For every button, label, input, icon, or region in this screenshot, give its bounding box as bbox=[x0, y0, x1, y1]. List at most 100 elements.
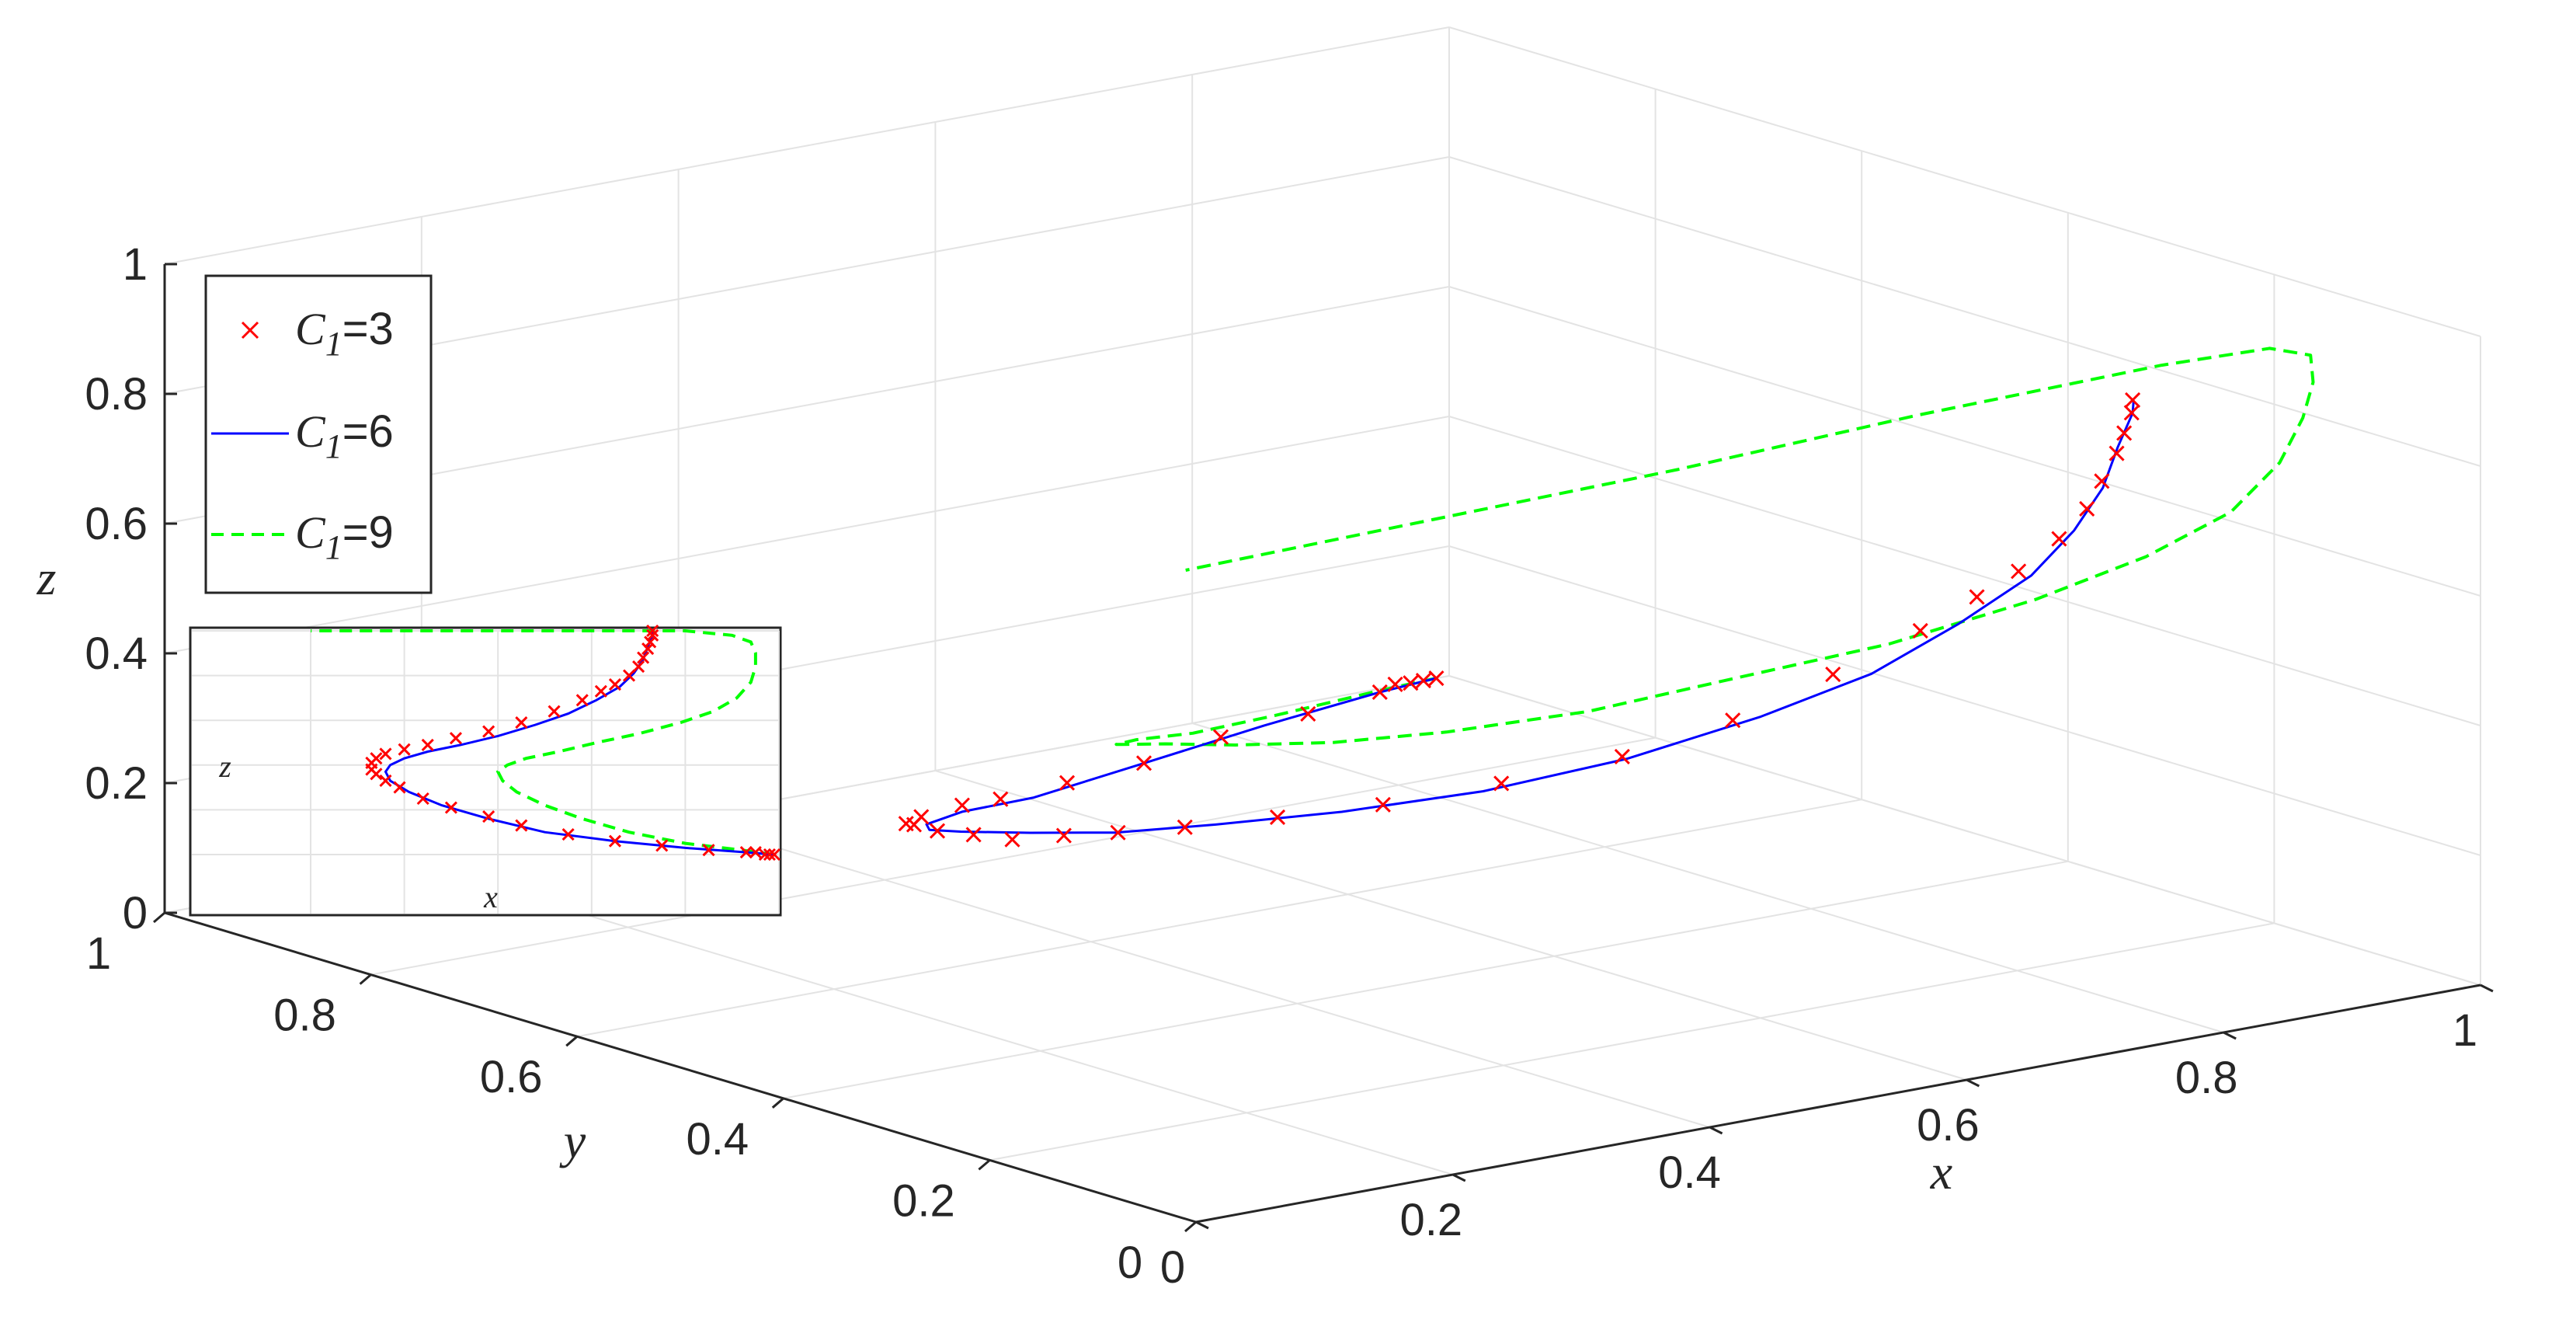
floor-grid-line-y bbox=[577, 799, 1862, 1038]
series-marker-c1-3 bbox=[2079, 500, 2095, 517]
z-axis-label: z bbox=[37, 550, 57, 605]
x-tick-mark bbox=[1195, 1220, 1209, 1230]
series-marker-c1-3 bbox=[1387, 676, 1403, 692]
side-wall-grid-line-z bbox=[1448, 26, 2481, 337]
z-tick-label: 1 bbox=[123, 239, 148, 290]
inset-series-marker-c1-3 bbox=[548, 705, 561, 718]
series-marker-c1-3 bbox=[1135, 755, 1152, 771]
z-tick-label: 0.2 bbox=[85, 758, 148, 809]
series-marker-c1-3 bbox=[1415, 673, 1431, 689]
y-tick-mark bbox=[359, 973, 372, 985]
floor-grid-line-y bbox=[989, 922, 2275, 1161]
floor-grid-line-x bbox=[935, 770, 1967, 1081]
inset-series-marker-c1-3 bbox=[515, 819, 528, 832]
inset-series-line-c1-9 bbox=[311, 629, 775, 856]
inset-series-marker-c1-3 bbox=[416, 792, 429, 806]
inset-plot: x z bbox=[189, 624, 782, 917]
inset-series-marker-c1-3 bbox=[641, 642, 655, 656]
y-tick-mark bbox=[565, 1036, 579, 1047]
x-tick-mark bbox=[1452, 1173, 1466, 1182]
series-line-c1-6 bbox=[925, 400, 2135, 834]
inset-series-marker-c1-3 bbox=[758, 848, 771, 862]
x-axis-line bbox=[1195, 984, 2481, 1224]
y-tick-label: 0.6 bbox=[480, 1052, 543, 1102]
series-marker-c1-3 bbox=[1403, 675, 1419, 691]
y-tick-label: 0.8 bbox=[273, 991, 336, 1041]
series-marker-c1-3 bbox=[1300, 705, 1316, 722]
ticks-layer: 0000.20.20.20.40.40.40.60.60.60.80.80.81… bbox=[85, 239, 2494, 1293]
inset-series-marker-c1-3 bbox=[608, 834, 622, 848]
inset-series-marker-c1-3 bbox=[622, 669, 636, 682]
floor-grid-line-y bbox=[370, 736, 1656, 976]
series-marker-c1-3 bbox=[2094, 473, 2110, 489]
z-tick-label: 0.6 bbox=[85, 499, 148, 549]
z-tick-label: 0.8 bbox=[85, 369, 148, 420]
grid-layer bbox=[164, 26, 2481, 1223]
y-tick-label: 1 bbox=[86, 928, 111, 979]
inset-series-marker-c1-3 bbox=[482, 809, 495, 823]
series-marker-c1-3 bbox=[1371, 684, 1388, 701]
inset-series bbox=[311, 624, 781, 862]
legend-label-c1-3: C1=3 bbox=[295, 304, 394, 363]
inset-series-marker-c1-3 bbox=[379, 774, 392, 788]
side-wall-grid-line-z bbox=[1448, 545, 2481, 856]
legend: C1=3 C1=6 C1=9 bbox=[204, 274, 433, 594]
series-marker-c1-3 bbox=[1912, 622, 1928, 639]
inset-series-marker-c1-3 bbox=[739, 846, 753, 859]
series-line-c1-9 bbox=[1114, 346, 2315, 747]
y-axis-label: y bbox=[559, 1113, 586, 1168]
inset-series-marker-c1-3 bbox=[449, 732, 462, 745]
series-marker-c1-3 bbox=[1059, 775, 1076, 791]
floor-grid-line-y bbox=[783, 860, 2068, 1099]
x-tick-mark bbox=[2480, 984, 2494, 993]
x-axis-label: x bbox=[1930, 1144, 1952, 1199]
back-wall-grid-line-z bbox=[164, 26, 1450, 265]
series-marker-c1-3 bbox=[2116, 425, 2133, 441]
x-tick-label: 0.4 bbox=[1658, 1147, 1721, 1198]
y-axis-line bbox=[164, 911, 1197, 1224]
x-tick-label: 0 bbox=[1160, 1242, 1185, 1293]
side-wall-grid-line-z bbox=[1448, 675, 2481, 986]
inset-series-marker-c1-3 bbox=[379, 747, 392, 761]
inset-series-marker-c1-3 bbox=[608, 678, 622, 691]
inset-grid bbox=[192, 630, 780, 914]
series-marker-c1-3 bbox=[965, 827, 982, 843]
series-marker-c1-3 bbox=[2125, 392, 2141, 409]
inset-series-marker-c1-3 bbox=[767, 848, 781, 862]
x-tick-label: 0.2 bbox=[1399, 1195, 1462, 1245]
inset-series-marker-c1-3 bbox=[398, 743, 411, 756]
series-marker-c1-3 bbox=[2051, 531, 2067, 547]
back-wall-grid-line-z bbox=[164, 416, 1450, 654]
legend-item-c1-9: C1=9 bbox=[211, 507, 394, 566]
series-marker-c1-3 bbox=[1614, 748, 1630, 765]
side-wall-grid-line-z bbox=[1448, 416, 2481, 726]
legend-item-c1-3: C1=3 bbox=[241, 304, 394, 363]
series-marker-c1-3 bbox=[929, 823, 946, 839]
series-marker-c1-3 bbox=[1969, 589, 1985, 605]
series-marker-c1-3 bbox=[1725, 712, 1741, 729]
y-tick-mark bbox=[153, 911, 165, 924]
x-tick-label: 1 bbox=[2453, 1005, 2477, 1056]
series-marker-c1-3 bbox=[993, 791, 1009, 807]
inset-series-marker-c1-3 bbox=[515, 716, 528, 729]
y-tick-label: 0.2 bbox=[892, 1175, 955, 1226]
x-tick-mark bbox=[2223, 1031, 2237, 1040]
inset-series-marker-c1-3 bbox=[702, 844, 715, 857]
series-marker-c1-3 bbox=[2123, 405, 2140, 421]
inset-series-marker-c1-3 bbox=[632, 660, 645, 674]
inset-series-marker-c1-3 bbox=[482, 725, 495, 738]
z-tick-label: 0.4 bbox=[85, 628, 148, 679]
series-marker-c1-3 bbox=[2108, 445, 2125, 461]
y-tick-label: 0 bbox=[1118, 1238, 1142, 1288]
inset-series-marker-c1-3 bbox=[655, 839, 669, 852]
series-marker-c1-3 bbox=[2011, 563, 2027, 580]
series-marker-c1-3 bbox=[1269, 809, 1286, 825]
series-marker-c1-3 bbox=[1428, 670, 1444, 687]
inset-series-marker-c1-3 bbox=[637, 651, 650, 664]
y-tick-mark bbox=[771, 1097, 784, 1109]
series-marker-c1-3 bbox=[1110, 824, 1126, 841]
inset-series-marker-c1-3 bbox=[763, 848, 777, 862]
series-marker-c1-3 bbox=[1493, 775, 1510, 792]
side-wall-grid-line-z bbox=[1448, 286, 2481, 597]
